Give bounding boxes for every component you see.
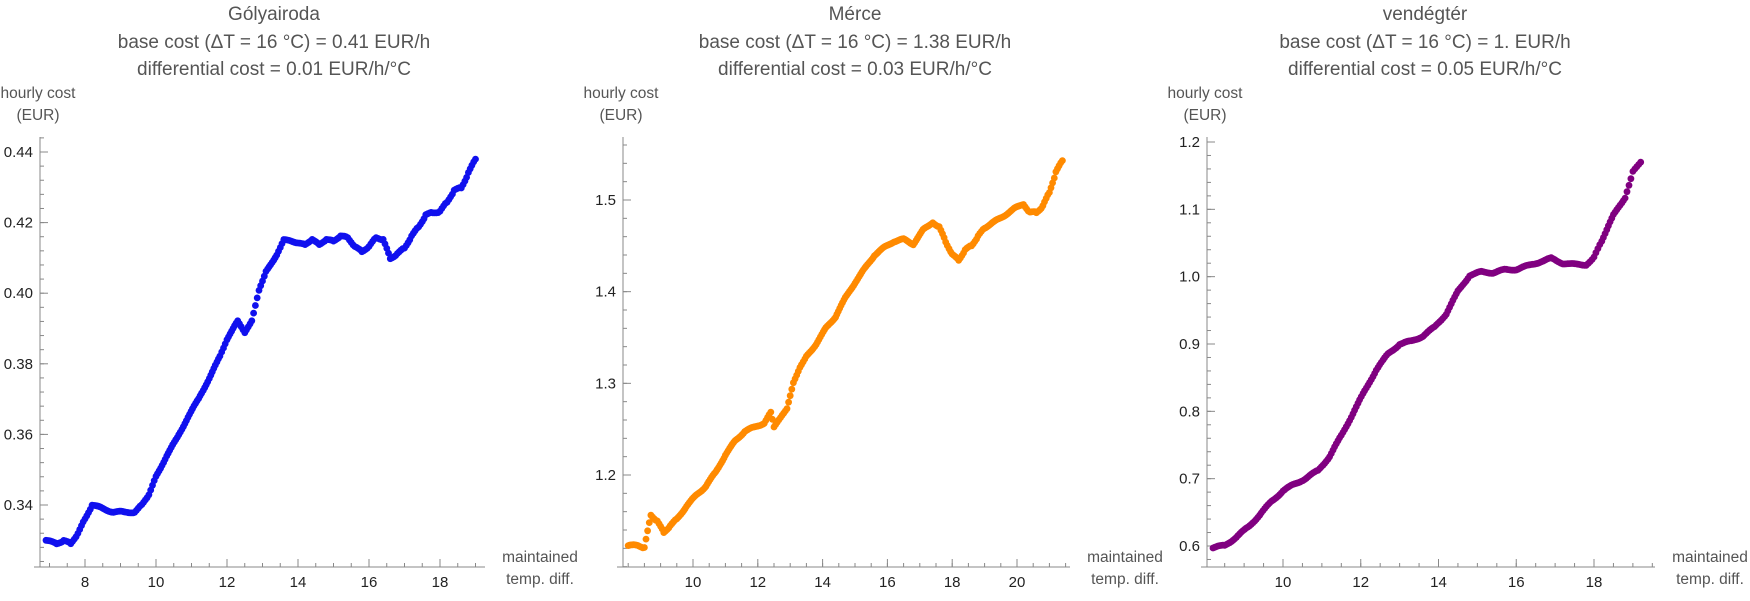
chart-subtitle-line: base cost (ΔT = 16 °C) = 1.38 EUR/h: [699, 32, 1011, 53]
y-tick-label: 1.5: [595, 192, 616, 209]
series-1: [1209, 158, 1645, 552]
y-tick-label: 0.44: [4, 144, 33, 161]
data-point: [1627, 175, 1635, 183]
y-tick-label: 0.38: [4, 356, 33, 373]
data-point: [250, 309, 257, 317]
y-tick-label: 0.40: [4, 285, 33, 302]
y-tick-label: 0.36: [4, 426, 33, 443]
x-tick-label: 12: [749, 574, 766, 591]
y-axis-label: (EUR): [1183, 107, 1226, 124]
data-point: [385, 249, 392, 257]
x-tick-label: 14: [1430, 574, 1447, 591]
x-tick-label: 10: [685, 574, 702, 591]
data-point: [642, 535, 650, 543]
chart-subtitle-line: differential cost = 0.03 EUR/h/°C: [718, 59, 992, 80]
y-tick-label: 1.3: [595, 375, 616, 392]
y-tick-label: 0.34: [4, 497, 33, 514]
data-point: [641, 544, 648, 551]
x-tick-label: 16: [879, 574, 896, 591]
chart-title: Mérce: [829, 4, 882, 25]
x-tick-label: 10: [1275, 574, 1292, 591]
y-tick-label: 1.4: [595, 284, 616, 301]
x-tick-label: 20: [1009, 574, 1026, 591]
y-tick-label: 0.6: [1179, 538, 1200, 555]
y-axis-label: hourly cost: [1, 85, 77, 102]
y-axis-label: (EUR): [16, 107, 59, 124]
chart-subtitle-line: differential cost = 0.01 EUR/h/°C: [137, 59, 411, 80]
data-point: [253, 294, 261, 302]
y-axis-label: (EUR): [599, 107, 642, 124]
x-axis-label: maintained: [1087, 549, 1163, 566]
x-tick-label: 12: [219, 574, 236, 591]
x-axis-label: temp. diff.: [1091, 571, 1159, 588]
data-point: [767, 408, 775, 416]
data-point: [786, 392, 794, 400]
series-1: [42, 155, 479, 548]
y-tick-label: 0.7: [1179, 471, 1200, 488]
data-point: [248, 317, 256, 325]
data-point: [1059, 157, 1066, 165]
data-point: [1637, 158, 1645, 166]
data-point: [1621, 194, 1629, 202]
y-tick-label: 1.0: [1179, 269, 1200, 286]
x-axis-label: temp. diff.: [1676, 571, 1744, 588]
chart-subtitle-line: base cost (ΔT = 16 °C) = 1. EUR/h: [1279, 32, 1570, 53]
x-axis-label: maintained: [1672, 549, 1748, 566]
series-1: [624, 157, 1066, 552]
y-axis-label: hourly cost: [1168, 85, 1244, 102]
data-point: [252, 302, 259, 309]
x-tick-label: 18: [432, 574, 449, 591]
y-axis-label: hourly cost: [584, 85, 660, 102]
chart-title: Gólyairoda: [228, 4, 320, 25]
chart-subtitle-line: base cost (ΔT = 16 °C) = 0.41 EUR/h: [118, 32, 430, 53]
data-point: [645, 519, 653, 526]
data-point: [472, 155, 479, 163]
x-tick-label: 16: [361, 574, 378, 591]
y-tick-label: 0.42: [4, 215, 33, 232]
x-tick-label: 16: [1508, 574, 1525, 591]
data-point: [785, 398, 792, 406]
x-tick-label: 18: [944, 574, 961, 591]
y-tick-label: 1.1: [1179, 201, 1200, 218]
x-axis-label: temp. diff.: [506, 571, 574, 588]
data-point: [783, 405, 791, 413]
data-point: [1625, 181, 1633, 189]
x-tick-label: 18: [1586, 574, 1603, 591]
x-tick-label: 8: [81, 574, 89, 591]
chart-subtitle-line: differential cost = 0.05 EUR/h/°C: [1288, 59, 1562, 80]
x-tick-label: 10: [148, 574, 165, 591]
x-tick-label: 12: [1352, 574, 1369, 591]
y-tick-label: 0.8: [1179, 403, 1200, 420]
data-point: [788, 385, 796, 393]
data-point: [1623, 188, 1631, 196]
data-point: [644, 527, 651, 535]
x-tick-label: 14: [814, 574, 831, 591]
data-point: [1050, 174, 1058, 182]
y-tick-label: 0.9: [1179, 336, 1200, 353]
chart-panel-1: Gólyairoda base cost (ΔT = 16 °C) = 0.41 …: [1, 4, 578, 591]
x-tick-label: 14: [290, 574, 307, 591]
chart-title: vendégtér: [1383, 4, 1468, 25]
y-tick-label: 1.2: [1179, 134, 1200, 151]
chart-panel-3: vendégtér base cost (ΔT = 16 °C) = 1. EUR…: [1168, 4, 1748, 591]
y-tick-label: 1.2: [595, 467, 616, 484]
x-axis-label: maintained: [502, 549, 578, 566]
chart-panel-2: Mérce base cost (ΔT = 16 °C) = 1.38 EUR/h…: [584, 4, 1163, 591]
